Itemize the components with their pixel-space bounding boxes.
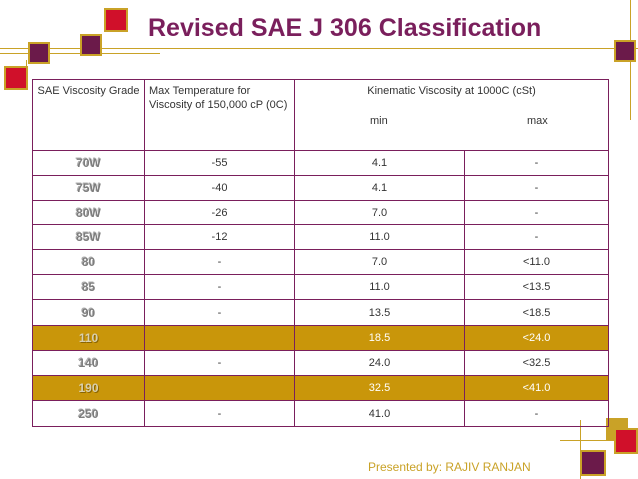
footer-credit: Presented by: RAJIV RANJAN xyxy=(368,460,531,474)
cell-max-temp: - xyxy=(144,350,295,376)
decor-square xyxy=(104,8,128,32)
cell-grade: 250 xyxy=(32,400,145,427)
cell-min: 7.0 xyxy=(294,200,465,225)
cell-max: - xyxy=(464,200,609,225)
cell-grade: 190 xyxy=(32,375,145,401)
cell-max-temp: - xyxy=(144,400,295,427)
table-row: 85-11.0 <13.5 xyxy=(32,274,609,300)
cell-grade: 80 xyxy=(32,249,145,275)
cell-grade: 110 xyxy=(32,325,145,351)
decor-line xyxy=(580,420,581,479)
table-header-row: SAE Viscosity Grade Max Temperature for … xyxy=(32,79,609,151)
cell-max: <13.5 xyxy=(464,274,609,300)
header-max-temp: Max Temperature for Viscosity of 150,000… xyxy=(144,79,295,151)
cell-grade: 90 xyxy=(32,299,145,326)
cell-max-temp: - xyxy=(144,249,295,275)
cell-max-temp: -12 xyxy=(144,224,295,250)
decor-square xyxy=(4,66,28,90)
decor-square xyxy=(614,40,636,62)
table-row: 250-41.0- xyxy=(32,400,609,427)
decor-square xyxy=(580,450,606,476)
cell-min: 7.0 xyxy=(294,249,465,275)
table-row: 75W -40 4.1- xyxy=(32,175,609,201)
cell-max: <11.0 xyxy=(464,249,609,275)
cell-max: - xyxy=(464,224,609,250)
table-row: 80W -26 7.0- xyxy=(32,200,609,225)
decor-square xyxy=(614,428,638,454)
cell-max-temp xyxy=(144,325,295,351)
cell-grade: 70W xyxy=(32,150,145,176)
cell-grade: 75W xyxy=(32,175,145,201)
cell-max: - xyxy=(464,150,609,176)
header-min: min xyxy=(370,115,388,127)
cell-min: 11.0 xyxy=(294,274,465,300)
cell-min: 18.5 xyxy=(294,325,465,351)
cell-min: 13.5 xyxy=(294,299,465,326)
cell-min: 11.0 xyxy=(294,224,465,250)
cell-max: <32.5 xyxy=(464,350,609,376)
table-row: 90-13.5 <18.5 xyxy=(32,299,609,326)
decor-square xyxy=(28,42,50,64)
decor-line xyxy=(0,48,638,49)
cell-min: 24.0 xyxy=(294,350,465,376)
cell-max: - xyxy=(464,175,609,201)
cell-grade: 85W xyxy=(32,224,145,250)
cell-max-temp: -55 xyxy=(144,150,295,176)
header-max: max xyxy=(527,115,548,127)
table-row: 85W -12 11.0- xyxy=(32,224,609,250)
viscosity-table: SAE Viscosity Grade Max Temperature for … xyxy=(32,79,609,427)
cell-grade: 140 xyxy=(32,350,145,376)
cell-max-temp xyxy=(144,375,295,401)
table-row: 190 32.5 <41.0 xyxy=(32,375,609,401)
cell-max: <18.5 xyxy=(464,299,609,326)
page-title: Revised SAE J 306 Classification xyxy=(148,14,542,42)
cell-max-temp: - xyxy=(144,299,295,326)
cell-min: 41.0 xyxy=(294,400,465,427)
cell-max-temp: -26 xyxy=(144,200,295,225)
cell-min: 4.1 xyxy=(294,175,465,201)
cell-max: - xyxy=(464,400,609,427)
header-grade: SAE Viscosity Grade xyxy=(32,79,145,151)
cell-max-temp: - xyxy=(144,274,295,300)
cell-max: <24.0 xyxy=(464,325,609,351)
cell-min: 4.1 xyxy=(294,150,465,176)
table-row: 80-7.0 <11.0 xyxy=(32,249,609,275)
table-row: 140-24.0 <32.5 xyxy=(32,350,609,376)
cell-grade: 80W xyxy=(32,200,145,225)
header-kinematic: Kinematic Viscosity at 1000C (cSt) min m… xyxy=(294,79,609,151)
cell-min: 32.5 xyxy=(294,375,465,401)
cell-max: <41.0 xyxy=(464,375,609,401)
table-row: 70W -55 4.1- xyxy=(32,150,609,176)
table-body: 70W -55 4.1-75W -40 4.1-80W -26 7.0-85W -12 11.0… xyxy=(32,150,609,427)
decor-line xyxy=(560,440,638,441)
table-row: 110 18.5 <24.0 xyxy=(32,325,609,351)
cell-max-temp: -40 xyxy=(144,175,295,201)
cell-grade: 85 xyxy=(32,274,145,300)
header-kinematic-label: Kinematic Viscosity at 1000C (cSt) xyxy=(367,85,536,97)
header-minmax: min max xyxy=(295,114,608,128)
decor-square xyxy=(80,34,102,56)
